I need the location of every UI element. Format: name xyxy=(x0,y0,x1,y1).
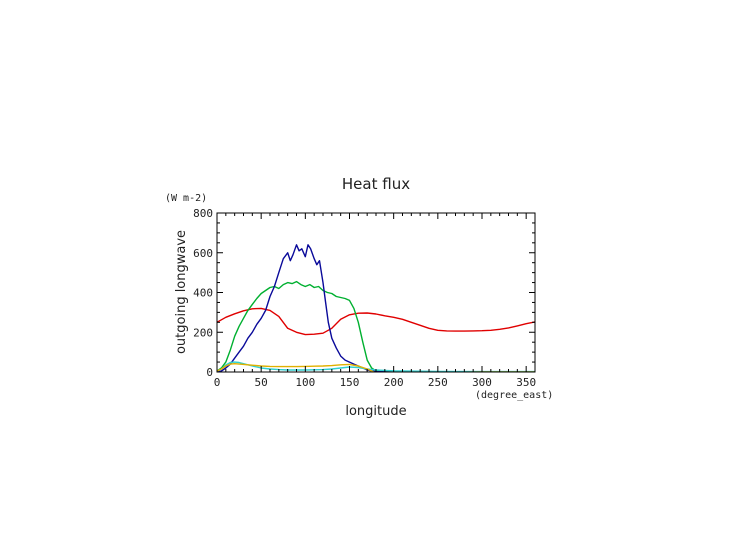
y-axis-label: outgoing longwave xyxy=(174,230,189,354)
x-axis-label: longitude xyxy=(345,404,406,419)
series-line-2 xyxy=(217,280,535,372)
x-units-label: (degree_east) xyxy=(475,390,553,401)
y-tick-label: 400 xyxy=(193,287,213,300)
y-tick-label: 600 xyxy=(193,247,213,260)
x-tick-label: 350 xyxy=(516,376,536,389)
chart-title: Heat flux xyxy=(342,175,410,193)
y-tick-label: 0 xyxy=(206,366,213,379)
plot-frame xyxy=(216,212,536,373)
series-line-3 xyxy=(217,244,535,372)
axes-layer: 0 50 100 150 200 250 300 350 0 200 400 600 800 xyxy=(193,207,536,389)
x-tick-label: 50 xyxy=(255,376,268,389)
y-tick-label: 800 xyxy=(193,207,213,220)
y-tick-label: 200 xyxy=(193,326,213,339)
x-tick-label: 300 xyxy=(472,376,492,389)
series-line-1 xyxy=(217,307,535,336)
series-layer xyxy=(217,244,535,372)
x-tick-label: 100 xyxy=(295,376,315,389)
x-tick-label: 200 xyxy=(384,376,404,389)
series-line-5 xyxy=(217,363,535,372)
x-tick-label: 0 xyxy=(214,376,221,389)
x-tick-label: 250 xyxy=(428,376,448,389)
x-tick-label: 150 xyxy=(340,376,360,389)
y-units-label: (W m-2) xyxy=(165,193,207,204)
